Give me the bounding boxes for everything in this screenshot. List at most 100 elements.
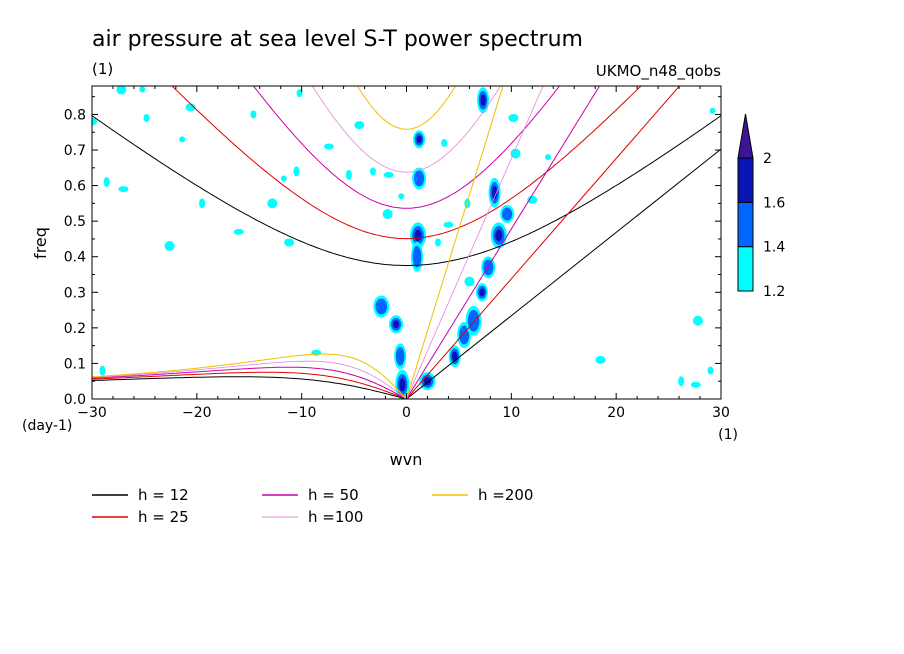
contour-blob <box>369 167 376 176</box>
kelvin-wave <box>406 86 681 399</box>
contour-blob <box>508 114 519 123</box>
rossby-wave <box>92 376 407 399</box>
kelvin-wave <box>406 86 504 399</box>
contour-blob <box>116 86 127 95</box>
legend-item: h = 12 <box>92 486 189 504</box>
contour-level-1 <box>383 171 394 178</box>
contour-blob <box>293 166 300 177</box>
dispersion-curve-200 <box>92 86 504 399</box>
contour-layer <box>92 86 716 399</box>
contour-blob <box>595 355 606 364</box>
contour-blob <box>280 175 287 182</box>
contour-blob <box>434 238 441 247</box>
contour-blob <box>284 238 295 247</box>
legend-item: h = 50 <box>262 486 359 504</box>
x-tick-label: 10 <box>502 405 520 421</box>
dispersion-curve-12 <box>92 115 721 399</box>
dataset-label: UKMO_n48_qobs <box>596 62 721 81</box>
axis-ticks: −30 −20 −10 0 10 20 30 0.0 0.1 0.2 0.3 0.4 0.5 0.6 0.7… <box>64 86 730 421</box>
contour-blob <box>477 87 490 114</box>
contour-level-3 <box>392 320 400 329</box>
kelvin-wave <box>406 86 544 399</box>
contour-level-1 <box>233 228 244 235</box>
contour-blob <box>373 295 390 318</box>
contour-blob <box>118 186 129 193</box>
contour-blob <box>345 169 352 180</box>
y-tick-label: 0.2 <box>64 321 86 337</box>
inertia-gravity-wave <box>252 86 561 209</box>
y-tick-label: 0.0 <box>64 392 86 408</box>
inertia-gravity-wave <box>92 115 721 266</box>
contour-level-1 <box>354 121 365 130</box>
contour-level-1 <box>441 138 448 147</box>
contour-blob <box>488 177 501 208</box>
contour-blob <box>692 315 703 326</box>
x-tick-label: −10 <box>287 405 317 421</box>
colorbar-label: 1.6 <box>763 195 785 211</box>
contour-level-3 <box>491 186 498 200</box>
contour-level-2 <box>395 346 405 366</box>
contour-level-1 <box>678 376 685 387</box>
x-tick-label: 20 <box>607 405 625 421</box>
contour-level-1 <box>99 365 106 376</box>
contour-blob <box>267 198 278 209</box>
contour-blob <box>143 114 150 123</box>
contour-level-1 <box>690 381 701 388</box>
rossby-wave <box>92 371 407 399</box>
contour-blob <box>250 110 257 119</box>
colorbar-band <box>737 246 754 292</box>
contour-level-2 <box>414 170 425 187</box>
inertia-gravity-wave <box>171 86 642 240</box>
contour-level-1 <box>443 221 454 228</box>
dispersion-curve-25 <box>92 86 681 399</box>
contour-level-2 <box>467 309 480 332</box>
contour-level-1 <box>345 169 352 180</box>
contour-level-1 <box>179 136 186 143</box>
contour-level-1 <box>293 166 300 177</box>
colorbar-label: 1.4 <box>763 240 785 256</box>
colorbar: 1.2 1.4 1.6 2 <box>737 113 785 300</box>
colorbar-label: 2 <box>763 151 772 167</box>
x-tick-label: 30 <box>712 405 730 421</box>
contour-level-1 <box>280 175 287 182</box>
contour-level-1 <box>103 177 110 188</box>
contour-level-1 <box>284 238 295 247</box>
rossby-wave <box>92 360 407 399</box>
legend-item: h =100 <box>262 508 363 526</box>
contour-level-3 <box>479 288 485 297</box>
legend-label: h =100 <box>308 508 363 526</box>
contour-blob <box>410 241 423 272</box>
contour-blob <box>678 376 685 387</box>
y-axis-label: freq <box>31 227 50 259</box>
legend-label: h = 25 <box>138 508 189 526</box>
contour-level-1 <box>267 198 278 209</box>
contour-blob <box>490 222 507 249</box>
x-axis-label: wvn <box>390 450 423 469</box>
contour-blob <box>464 276 475 287</box>
y-tick-label: 0.6 <box>64 179 86 195</box>
units-label: (1) <box>92 60 113 78</box>
y-tick-label: 0.3 <box>64 285 86 301</box>
contour-level-1 <box>545 154 552 161</box>
contour-blob <box>394 343 407 370</box>
contour-blob <box>323 143 334 150</box>
contour-level-1 <box>250 110 257 119</box>
contour-level-3 <box>480 94 486 106</box>
contour-blob <box>185 103 196 112</box>
contour-blob <box>441 138 448 147</box>
contour-level-3 <box>414 229 422 242</box>
contour-blob <box>103 177 110 188</box>
inertia-gravity-wave <box>356 86 457 130</box>
contour-blob <box>475 283 488 302</box>
x-tick-label: −20 <box>182 405 212 421</box>
contour-blob <box>448 345 461 368</box>
rossby-wave <box>92 353 407 399</box>
contour-level-3 <box>399 378 406 392</box>
contour-level-1 <box>398 193 405 200</box>
contour-level-1 <box>185 103 196 112</box>
rossby-wave <box>92 366 407 399</box>
contour-level-1 <box>692 315 703 326</box>
y-tick-label: 0.7 <box>64 143 86 159</box>
y-tick-label: 0.4 <box>64 250 86 266</box>
